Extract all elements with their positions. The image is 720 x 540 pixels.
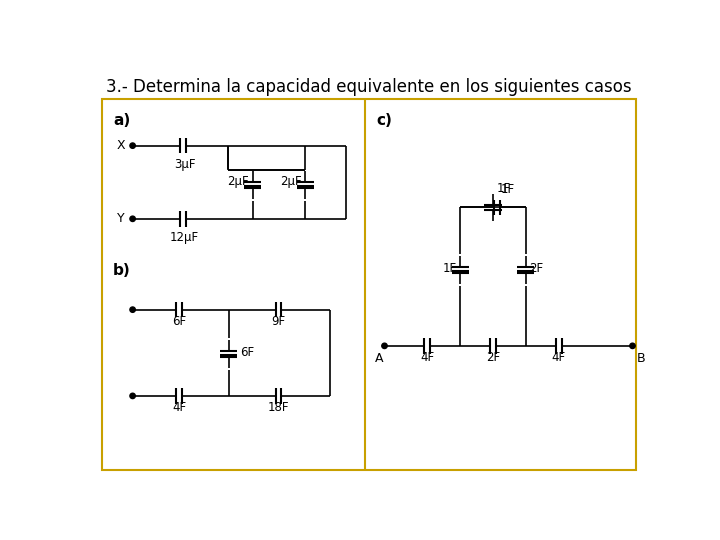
Text: 1F: 1F: [497, 181, 511, 194]
Text: 4F: 4F: [420, 351, 434, 364]
Text: 6F: 6F: [172, 315, 186, 328]
Text: 18F: 18F: [268, 401, 289, 414]
Text: B: B: [636, 352, 645, 365]
Text: 3µF: 3µF: [174, 158, 195, 171]
Circle shape: [630, 343, 635, 348]
Text: b): b): [113, 264, 131, 279]
Text: 12µF: 12µF: [170, 231, 199, 244]
Text: 3.- Determina la capacidad equivalente en los siguientes casos: 3.- Determina la capacidad equivalente e…: [106, 78, 632, 96]
Text: Y: Y: [117, 212, 125, 225]
Text: 2F: 2F: [529, 262, 544, 275]
Text: c): c): [377, 113, 392, 129]
Bar: [102, 99, 636, 470]
Text: 2F: 2F: [486, 351, 500, 364]
Text: A: A: [375, 352, 384, 365]
Circle shape: [130, 216, 135, 221]
Text: 1F: 1F: [443, 262, 456, 275]
Text: 1F: 1F: [500, 184, 515, 197]
Circle shape: [130, 393, 135, 399]
Circle shape: [130, 307, 135, 312]
Text: 2µF: 2µF: [280, 176, 302, 188]
Text: 2µF: 2µF: [228, 176, 249, 188]
Text: a): a): [113, 113, 130, 129]
Circle shape: [130, 143, 135, 148]
Text: 4F: 4F: [172, 401, 186, 414]
Text: X: X: [116, 139, 125, 152]
Text: 6F: 6F: [240, 346, 254, 359]
Text: 9F: 9F: [271, 315, 285, 328]
Circle shape: [382, 343, 387, 348]
Text: 4F: 4F: [552, 351, 566, 364]
